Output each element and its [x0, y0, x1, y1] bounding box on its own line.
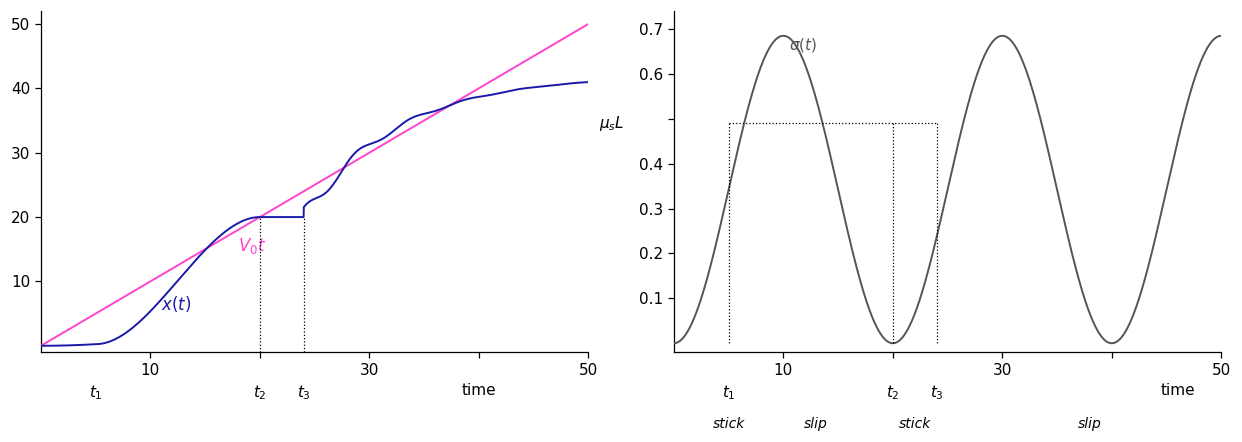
Text: $t_3$: $t_3$: [297, 383, 310, 402]
Text: time: time: [462, 383, 496, 398]
Text: time: time: [1160, 383, 1195, 398]
Text: slip: slip: [805, 417, 828, 431]
Text: $\sigma(t)$: $\sigma(t)$: [789, 36, 817, 54]
Text: $V_0t$: $V_0t$: [238, 236, 266, 255]
Text: stick: stick: [899, 417, 930, 431]
Text: $t_1$: $t_1$: [88, 383, 103, 402]
Text: $t_2$: $t_2$: [253, 383, 267, 402]
Text: $x(t)$: $x(t)$: [161, 293, 191, 314]
Text: $t_1$: $t_1$: [722, 383, 735, 402]
Text: slip: slip: [1078, 417, 1102, 431]
Text: $t_3$: $t_3$: [930, 383, 944, 402]
Text: stick: stick: [713, 417, 745, 431]
Text: $\mu_s L$: $\mu_s L$: [599, 114, 625, 133]
Text: $t_2$: $t_2$: [886, 383, 899, 402]
